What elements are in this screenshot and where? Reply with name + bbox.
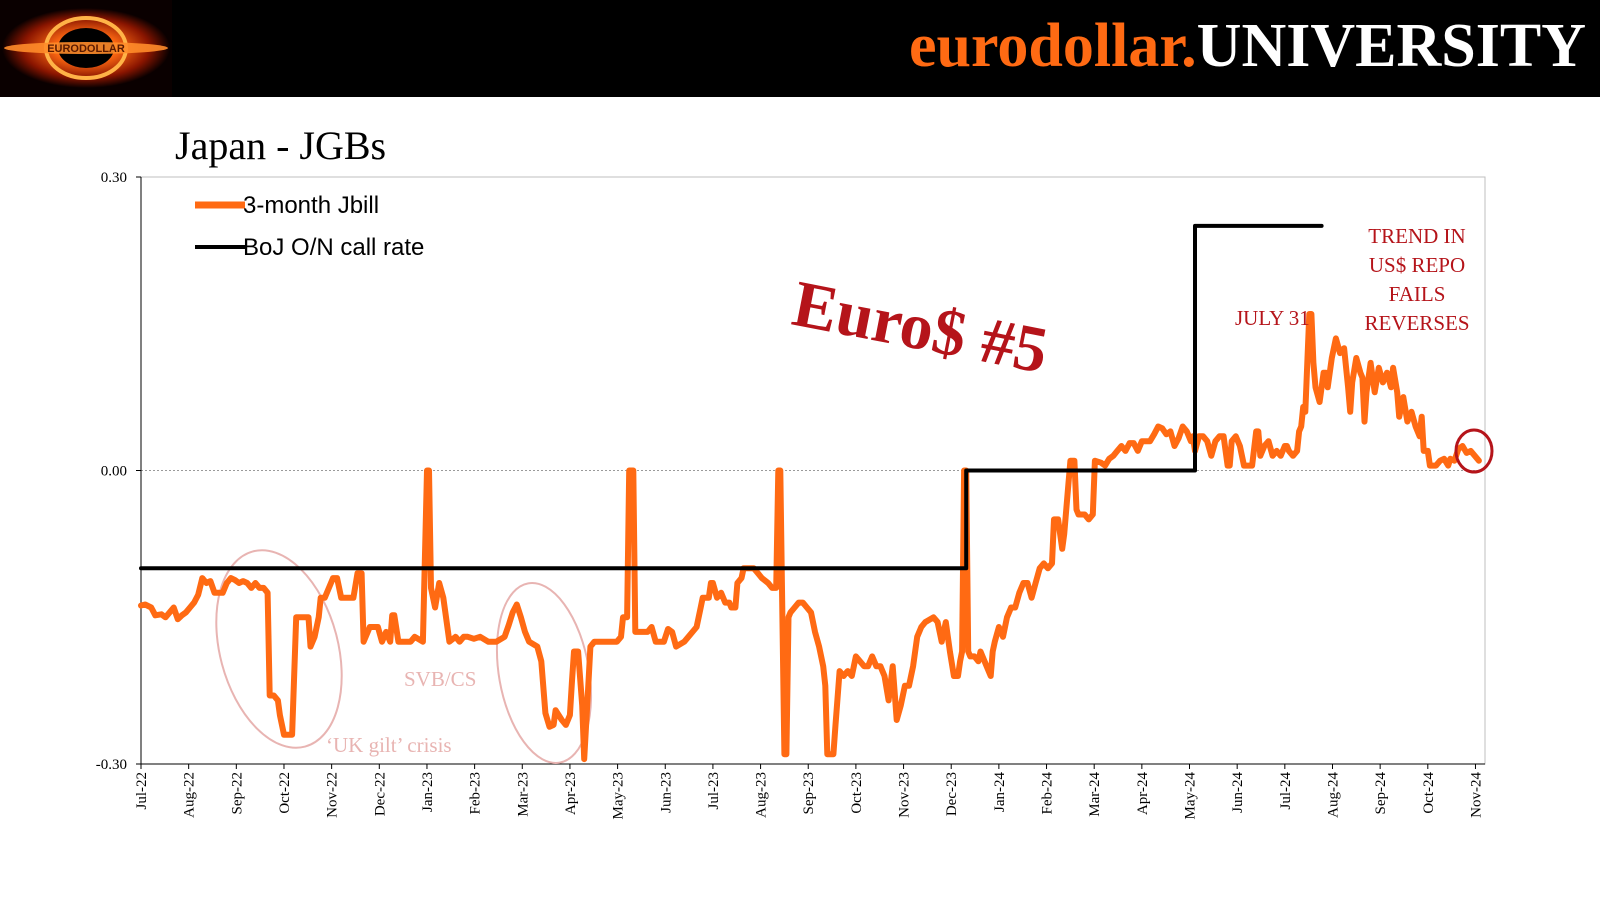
- series-line-jbill: [138, 311, 1482, 763]
- x-tick-label: Feb-23: [468, 772, 484, 815]
- legend: 3-month Jbill BoJ O/N call rate: [195, 192, 424, 261]
- july-31-label: JULY 31: [1235, 306, 1310, 330]
- x-tick-label: May-24: [1183, 772, 1199, 820]
- y-ticks: 0.30 0.00 -0.30: [96, 170, 141, 773]
- x-tick-label: Jan-24: [992, 772, 1008, 812]
- logo-disk: [4, 42, 168, 54]
- x-tick-label: Nov-23: [897, 772, 913, 818]
- x-tick-label: Aug-22: [182, 772, 198, 818]
- brand-university: UNIVERSITY: [1196, 12, 1586, 80]
- chart-title: Japan - JGBs: [175, 123, 386, 168]
- y-tick-label: -0.30: [96, 757, 127, 773]
- x-tick-label: Jul-22: [134, 772, 150, 810]
- x-tick-label: Sep-24: [1373, 772, 1389, 815]
- legend-label-boj: BoJ O/N call rate: [243, 234, 424, 261]
- trend-label-line-2: US$ REPO: [1369, 253, 1465, 277]
- x-tick-label: Oct-24: [1421, 772, 1437, 814]
- trend-label-line-1: TREND IN: [1368, 224, 1465, 248]
- trend-label-line-3: FAILS: [1389, 282, 1446, 306]
- x-tick-label: Apr-23: [563, 772, 579, 815]
- x-ticks: Jul-22 Aug-22 Sep-22 Oct-22 Nov-22 Dec-22 Jan-…: [134, 764, 1484, 820]
- x-tick-label: Oct-22: [277, 772, 293, 814]
- y-tick-label: 0.00: [101, 464, 127, 480]
- x-tick-label: Jan-23: [420, 772, 436, 812]
- svb-label: SVB/CS: [404, 667, 476, 691]
- x-tick-label: Apr-24: [1135, 772, 1151, 816]
- x-tick-label: Jun-24: [1230, 772, 1246, 813]
- x-tick-label: Dec-22: [372, 772, 388, 816]
- logo: EURODOLLAR: [0, 0, 172, 97]
- logo-graphic: EURODOLLAR: [2, 8, 170, 88]
- x-tick-label: Jul-24: [1278, 772, 1294, 810]
- x-tick-label: May-23: [611, 772, 627, 820]
- series-line-boj-call-rate: [139, 223, 1324, 571]
- x-tick-label: Aug-23: [754, 772, 770, 818]
- x-tick-label: Nov-22: [325, 772, 341, 818]
- trend-label-line-4: REVERSES: [1364, 311, 1469, 335]
- x-tick-label: Nov-24: [1468, 772, 1484, 818]
- x-tick-label: Mar-24: [1087, 772, 1103, 817]
- brand-wordmark: eurodollar.UNIVERSITY: [909, 6, 1586, 86]
- x-tick-label: Sep-23: [801, 772, 817, 815]
- x-tick-label: Jun-23: [658, 772, 674, 813]
- x-tick-label: Jul-23: [706, 772, 722, 810]
- x-tick-label: Sep-22: [229, 772, 245, 815]
- x-tick-label: Dec-23: [944, 772, 960, 816]
- y-tick-label: 0.30: [101, 170, 127, 186]
- latest-point-circle: [1454, 428, 1494, 474]
- uk-gilt-circle: [215, 549, 343, 749]
- x-tick-label: Aug-24: [1325, 772, 1341, 818]
- x-tick-label: Oct-23: [849, 772, 865, 814]
- x-tick-label: Mar-23: [515, 772, 531, 817]
- brand-eurodollar: eurodollar.: [909, 12, 1197, 80]
- euro-five-label: Euro$ #5: [787, 267, 1054, 388]
- legend-label-jbill: 3-month Jbill: [243, 192, 379, 219]
- series-layer: [138, 223, 1482, 763]
- chart: Japan - JGBs 0.30 0.00 -0.30 Jul-22 Aug-22 S…: [96, 123, 1494, 820]
- header-bar: EURODOLLAR eurodollar.UNIVERSITY: [0, 0, 1600, 97]
- x-tick-label: Feb-24: [1040, 772, 1056, 815]
- uk-gilt-label: ‘UK gilt’ crisis: [326, 733, 452, 757]
- logo-text: EURODOLLAR: [47, 43, 125, 55]
